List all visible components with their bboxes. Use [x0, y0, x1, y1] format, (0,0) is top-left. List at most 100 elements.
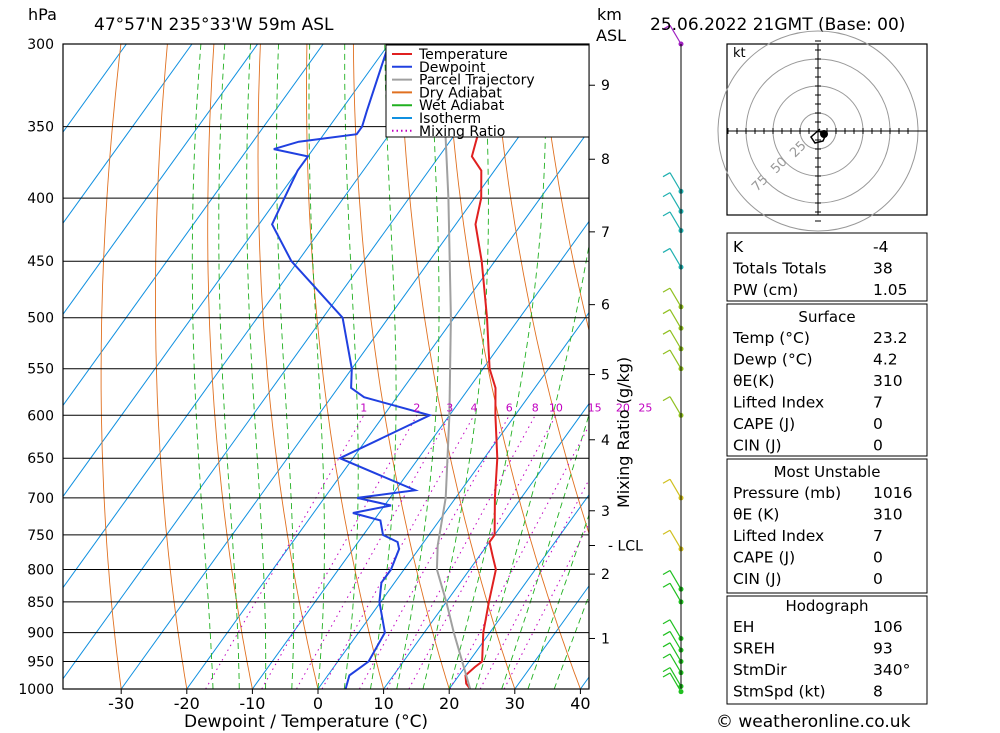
- dry-adiabat-line: [445, 44, 581, 689]
- hodograph-table-box: [726, 595, 928, 705]
- wind-barb-flag: [662, 642, 671, 648]
- wind-barb-flag: [662, 287, 671, 293]
- isotherm-line: [63, 44, 193, 225]
- isotherm-line: [383, 402, 589, 689]
- indices-row-label: Totals Totals: [732, 260, 826, 278]
- wind-barb-shaft: [669, 642, 682, 662]
- surface-title: Surface: [798, 308, 855, 326]
- mixing-ratio-axis-label: Mixing Ratio (g/kg): [614, 357, 633, 508]
- wet-adiabat-line: [553, 594, 589, 689]
- height-tick-label: 5: [601, 368, 610, 384]
- height-tick-label: 8: [601, 152, 610, 168]
- location-title: 47°57'N 235°33'W 59m ASL: [94, 15, 334, 35]
- indices-row-value: -4: [873, 238, 888, 256]
- legend-entry: Temperature: [418, 47, 508, 63]
- wind-profile: [662, 24, 684, 695]
- isotherm-line: [448, 493, 589, 689]
- hodograph-row-label: SREH: [733, 640, 775, 658]
- wet-adiabat-line: [448, 44, 547, 689]
- hodograph-row-value: 106: [873, 618, 903, 636]
- wind-barb-flag: [662, 329, 671, 335]
- mixing-ratio-line: [449, 424, 589, 689]
- surface-row-label: CIN (J): [733, 437, 782, 455]
- indices-row-label: PW (cm): [733, 281, 798, 299]
- height-tick-label: 4: [601, 433, 610, 449]
- mixing-ratio-tick-label: 4: [471, 401, 478, 414]
- mixing-ratio-line: [321, 415, 475, 689]
- legend-box: [385, 44, 590, 138]
- wind-barb-flag: [662, 349, 671, 355]
- hodograph-table-title: Hodograph: [785, 597, 868, 615]
- indices-row-value: 1.05: [873, 281, 908, 299]
- mixing-ratio-line: [296, 415, 451, 689]
- wind-barb-shaft: [669, 172, 682, 192]
- pressure-tick-label: 400: [27, 191, 54, 207]
- most-unstable-table: Most Unstable Pressure (mb) 1016 θE (K) 310…: [726, 458, 928, 594]
- legend-entry: Wet Adiabat: [419, 98, 505, 114]
- mixing-ratio-tick-label: 8: [532, 401, 539, 414]
- most-unstable-row-label: CAPE (J): [733, 549, 795, 567]
- wind-barb-shaft: [669, 582, 682, 603]
- wind-barb-shaft: [669, 478, 682, 499]
- hodograph-row-label: EH: [733, 618, 754, 636]
- x-tick-label: 40: [570, 694, 590, 713]
- legend-entry: Parcel Trajectory: [419, 73, 535, 89]
- isotherm-line: [63, 44, 259, 316]
- most-unstable-row-label: Pressure (mb): [733, 484, 841, 502]
- wind-barb-shaft: [669, 309, 682, 329]
- wind-barb-shaft: [669, 653, 682, 673]
- credit-text[interactable]: © weatheronline.co.uk: [716, 712, 911, 732]
- x-tick-label: -10: [239, 694, 265, 713]
- hodograph-row-value: 93: [873, 640, 893, 658]
- pressure-tick-label: 350: [27, 120, 54, 136]
- wind-barb-flag: [662, 478, 671, 484]
- most-unstable-row-value: 7: [873, 527, 883, 545]
- isotherm-line: [63, 44, 324, 407]
- wet-adiabat-line: [370, 44, 397, 689]
- hodograph-unit: kt: [733, 46, 746, 61]
- mixing-ratio-labels: 1 2 3 4 6 8 10 15 20 25: [360, 401, 652, 414]
- wind-barb-shaft: [669, 529, 682, 550]
- pressure-tick-label: 800: [27, 563, 54, 579]
- pressure-tick-label: 950: [27, 655, 54, 671]
- surface-row-value: 0: [873, 415, 883, 433]
- surface-row-value: 23.2: [873, 329, 908, 347]
- hodograph-row-label: StmDir: [733, 661, 787, 679]
- hodograph-table: Hodograph EH 106 SREH 93 StmDir 340° StmSpd (k…: [726, 595, 928, 705]
- dry-adiabat-line: [155, 44, 188, 689]
- pressure-tick-label: 1000: [18, 682, 54, 698]
- wind-barb-shaft: [669, 349, 682, 370]
- x-tick-label: 30: [505, 694, 525, 713]
- indices-row-value: 38: [873, 260, 893, 278]
- x-axis-label: Dewpoint / Temperature (°C): [184, 712, 428, 732]
- wind-barb-flag: [662, 672, 671, 678]
- isotherm-line: [317, 311, 589, 689]
- mixing-ratio-tick-label: 15: [588, 401, 602, 414]
- height-tick-label: 3: [601, 504, 610, 520]
- wind-barb-flag: [662, 247, 671, 253]
- wet-adiabat-line: [276, 44, 295, 689]
- plot-frame: [62, 43, 590, 690]
- surface-row-value: 7: [873, 394, 883, 412]
- wind-barb-flag: [662, 24, 671, 30]
- surface-row-value: 310: [873, 372, 903, 390]
- most-unstable-row-label: Lifted Index: [733, 527, 824, 545]
- mixing-ratio-tick-label: 2: [413, 401, 420, 414]
- height-tick-label: 9: [601, 78, 610, 94]
- wind-barb-shaft: [669, 396, 682, 416]
- wind-barb-flag: [662, 582, 671, 588]
- dry-adiabat-line: [958, 44, 1000, 689]
- mixing-ratio-tick-label: 3: [446, 401, 453, 414]
- height-tick-label: 7: [601, 225, 610, 241]
- pressure-tick-label: 550: [27, 362, 54, 378]
- height-tick-label: 6: [601, 298, 610, 314]
- x-tick-label: -20: [174, 694, 200, 713]
- hpa-unit-label: hPa: [28, 5, 57, 24]
- most-unstable-box: [726, 458, 928, 594]
- indices-table: K -4 Totals Totals 38 PW (cm) 1.05: [726, 232, 928, 302]
- isotherm-line: [251, 220, 589, 689]
- wind-barb-flag: [662, 653, 671, 659]
- pressure-isobars: [63, 44, 589, 689]
- surface-row-label: Lifted Index: [733, 394, 824, 412]
